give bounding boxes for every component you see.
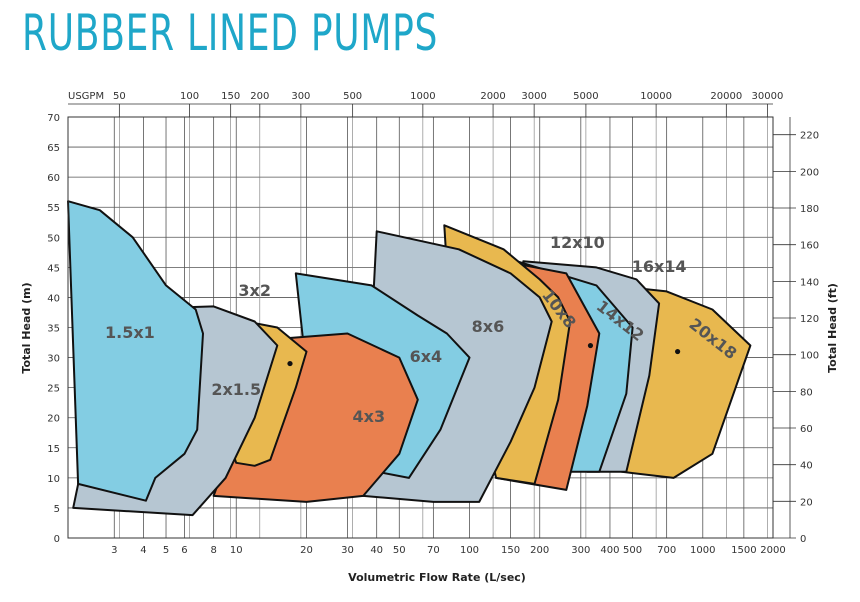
- pump-region-4x3-label: 4x3: [352, 407, 385, 426]
- y2-tick-label: 40: [800, 461, 813, 472]
- y2-tick-label: 160: [800, 241, 819, 252]
- pump-region-1-5x1-area: [67, 200, 204, 502]
- y2-tick-label: 140: [800, 277, 819, 288]
- y2-tick-label: 80: [800, 387, 813, 398]
- y-axis-title: Total Head (m): [20, 282, 33, 373]
- x-tick-label: 8: [210, 545, 216, 556]
- y-tick-label: 0: [54, 534, 60, 545]
- y2-axis-title: Total Head (ft): [826, 283, 839, 373]
- x-tick-label: 700: [657, 545, 676, 556]
- x-tick-label: 1000: [690, 545, 715, 556]
- y-tick-label: 5: [54, 504, 60, 515]
- x-tick-label: 500: [623, 545, 642, 556]
- y2-tick-label: 180: [800, 204, 819, 215]
- y2-tick-label: 60: [800, 424, 813, 435]
- y2-tick-label: 20: [800, 497, 813, 508]
- pump-region-12x10-label: 12x10: [550, 233, 605, 252]
- x-tick-label: 400: [600, 545, 619, 556]
- pump-region-12x10-marker: [587, 342, 594, 349]
- y-tick-label: 45: [47, 263, 60, 274]
- chart-title: RUBBER LINED PUMPS: [22, 4, 439, 62]
- y-tick-label: 50: [47, 233, 60, 244]
- x-tick-label: 300: [571, 545, 590, 556]
- x2-tick-label: 50: [113, 91, 126, 102]
- x-tick-label: 10: [230, 545, 243, 556]
- pump-region-16x14-marker: [675, 348, 681, 355]
- pump-region-6x4-label: 6x4: [410, 347, 443, 366]
- x2-tick-label: 3000: [521, 91, 546, 102]
- y2-tick-label: 120: [800, 314, 819, 325]
- y-tick-label: 40: [47, 293, 60, 304]
- x2-tick-label: 150: [221, 91, 240, 102]
- y2-tick-label: 220: [800, 131, 819, 142]
- y2-tick-label: 200: [800, 167, 819, 178]
- x-tick-label: 50: [393, 545, 406, 556]
- pump-region-2x1-5-label: 2x1.5: [211, 380, 261, 399]
- x-tick-label: 150: [501, 545, 520, 556]
- y-tick-label: 10: [47, 474, 60, 485]
- y-tick-label: 65: [47, 143, 60, 154]
- x2-tick-label: 10000: [640, 91, 672, 102]
- x2-tick-label: 100: [180, 91, 199, 102]
- x2-tick-label: 5000: [573, 91, 598, 102]
- y-tick-label: 70: [47, 113, 60, 124]
- y-tick-label: 25: [47, 384, 60, 395]
- x-tick-label: 30: [341, 545, 354, 556]
- y-tick-label: 60: [47, 173, 60, 184]
- x-tick-label: 2000: [760, 545, 785, 556]
- x2-tick-label: 500: [343, 91, 362, 102]
- x-tick-label: 4: [140, 545, 146, 556]
- pump-region-3x2-label: 3x2: [238, 281, 271, 300]
- x-tick-label: 20: [300, 545, 313, 556]
- pump-region-8x6-label: 8x6: [472, 317, 505, 336]
- pump-region-16x14-label: 16x14: [632, 257, 687, 276]
- x-tick-label: 1500: [731, 545, 756, 556]
- y-tick-label: 20: [47, 414, 60, 425]
- pump-regions: 20x1816x1414x1212x1010x88x66x44x33x22x1.…: [67, 200, 752, 517]
- y2-tick-label: 100: [800, 351, 819, 362]
- x2-tick-label: 20000: [710, 91, 742, 102]
- axes: 3 4 5 6 8 10 20 30 40 50 70 100 150 200 300 400 500 700 10…: [47, 91, 819, 556]
- x-tick-label: 70: [427, 545, 440, 556]
- y-tick-label: 30: [47, 354, 60, 365]
- x2-tick-label: 200: [250, 91, 269, 102]
- x-tick-label: 6: [181, 545, 187, 556]
- x2-tick-label: 30000: [752, 91, 784, 102]
- pump-region-3x2-marker: [287, 360, 293, 367]
- x2-tick-label: 2000: [480, 91, 505, 102]
- top-axis-title: USGPM: [68, 91, 104, 102]
- x-tick-label: 100: [460, 545, 479, 556]
- x2-tick-label: 1000: [410, 91, 435, 102]
- pump-region-1-5x1-label: 1.5x1: [105, 323, 155, 342]
- x-tick-label: 5: [163, 545, 169, 556]
- x-axis-title: Volumetric Flow Rate (L/sec): [348, 571, 526, 584]
- pump-region-1-5x1: 1.5x1: [67, 200, 204, 502]
- x-tick-label: 200: [530, 545, 549, 556]
- y-tick-label: 55: [47, 203, 60, 214]
- plot-frame: [67, 116, 774, 539]
- x-tick-label: 3: [111, 545, 117, 556]
- x2-tick-label: 300: [291, 91, 310, 102]
- x-tick-label: 40: [370, 545, 383, 556]
- y2-tick-label: 0: [800, 534, 806, 545]
- y-tick-label: 35: [47, 324, 60, 335]
- y-tick-label: 15: [47, 444, 60, 455]
